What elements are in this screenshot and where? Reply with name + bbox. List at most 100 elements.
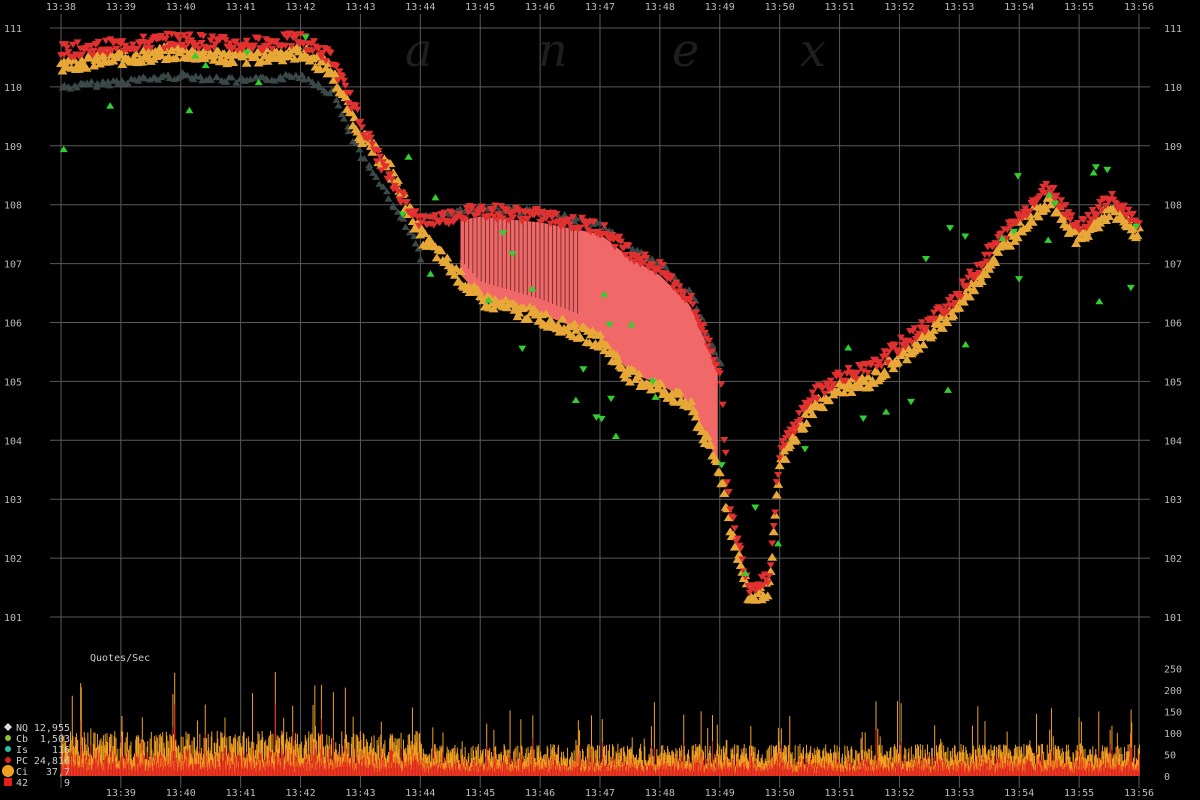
quotes-bar [280, 757, 282, 776]
quotes-bar [208, 769, 210, 776]
quotes-bar [72, 745, 74, 776]
quotes-bar [594, 771, 596, 776]
quotes-bar [995, 772, 997, 776]
quotes-bar [434, 765, 436, 776]
offer-marker [68, 41, 77, 49]
quotes-bar [804, 768, 806, 776]
offer-marker [718, 401, 727, 409]
y-tick-label: 106 [4, 319, 22, 330]
quotes-bar [817, 749, 819, 776]
offer-marker [533, 205, 542, 213]
quotes-bar [336, 767, 338, 776]
quotes-bar [384, 759, 386, 776]
quotes-bar [589, 770, 591, 776]
quotes-bar [144, 755, 146, 776]
quotes-bar [216, 755, 218, 776]
depth-marker [212, 73, 221, 80]
quotes-bar [114, 767, 116, 776]
quotes-bar [897, 701, 899, 776]
quotes-bar [306, 761, 308, 776]
quotes-bar [441, 768, 443, 776]
quotes-bar [206, 766, 208, 776]
quotes-bar [510, 770, 512, 776]
quotes-bar [187, 750, 189, 776]
quotes-bar [726, 766, 728, 776]
quotes-bar [710, 766, 712, 776]
quotes-bar [398, 738, 400, 776]
x-tick-label: 13:40 [166, 2, 196, 13]
quotes-bar [66, 765, 68, 776]
quotes-bar [190, 764, 192, 776]
quotes-bar [602, 757, 604, 776]
quotes-bar [735, 771, 737, 776]
quotes-bar [977, 706, 979, 776]
quotes-bar [915, 765, 917, 776]
offer-marker [281, 42, 290, 50]
quotes-bar [798, 767, 800, 776]
quotes-bar [674, 753, 676, 776]
quotes-bar [423, 753, 425, 776]
quotes-bar [183, 761, 185, 776]
exchange-quote-marker [191, 52, 200, 59]
quotes-bar [552, 747, 554, 776]
quotes-bar [443, 763, 445, 776]
quotes-bar [685, 767, 687, 776]
quotes-bar [443, 770, 445, 776]
quotes-bar [709, 755, 711, 776]
offer-marker [381, 163, 390, 170]
quotes-bar [885, 769, 887, 776]
quotes-bar [723, 752, 725, 776]
quotes-bar [953, 762, 955, 776]
quotes-bar [943, 769, 945, 776]
offer-marker [89, 47, 98, 55]
quotes-bar [700, 760, 702, 776]
quotes-bar [114, 754, 116, 776]
quotes-bar [311, 767, 313, 776]
quotes-bar [220, 731, 222, 776]
quotes-bar [745, 765, 747, 776]
bid-marker [990, 258, 1001, 267]
quotes-bar [985, 746, 987, 776]
quotes-bar [812, 763, 814, 776]
exchange-quote-marker [611, 432, 620, 439]
offer-marker [128, 41, 137, 48]
quotes-bar [230, 767, 232, 776]
quotes-bar [868, 770, 870, 776]
quotes-bar [245, 765, 247, 776]
bid-marker [1027, 217, 1038, 226]
quotes-bar [372, 748, 374, 776]
quotes-bar [501, 761, 503, 776]
quotes-bar [858, 768, 860, 776]
quotes-bar [786, 761, 788, 776]
bid-marker [762, 591, 773, 600]
quotes-bar [877, 757, 879, 776]
quotes-bar [65, 761, 67, 776]
quotes-bars [61, 671, 1140, 776]
quotes-bar [123, 758, 125, 776]
quotes-bar [434, 756, 436, 776]
quotes-bar [970, 767, 972, 776]
quotes-bar [146, 765, 148, 776]
quotes-bar [661, 764, 663, 776]
quotes-bar [272, 733, 274, 776]
quotes-bar [671, 750, 673, 776]
quotes-bar [788, 769, 790, 776]
quotes-bar [582, 749, 584, 776]
quotes-bar [359, 763, 361, 776]
quotes-bar [292, 745, 294, 776]
exchange-quote-marker [946, 225, 955, 232]
offer-marker [943, 308, 952, 316]
quotes-bar [258, 763, 260, 776]
quotes-bar [488, 769, 490, 776]
quotes-bar [992, 750, 994, 776]
quotes-bar [808, 764, 810, 776]
quotes-bar [832, 752, 834, 776]
quotes-bar [247, 760, 249, 776]
quotes-bar [516, 760, 518, 776]
quotes-bar [81, 763, 83, 776]
quotes-bar [300, 754, 302, 776]
quotes-bar [901, 770, 903, 776]
grid-lines [50, 14, 1150, 788]
quotes-bar [703, 771, 705, 776]
quotes-bar [988, 759, 990, 776]
